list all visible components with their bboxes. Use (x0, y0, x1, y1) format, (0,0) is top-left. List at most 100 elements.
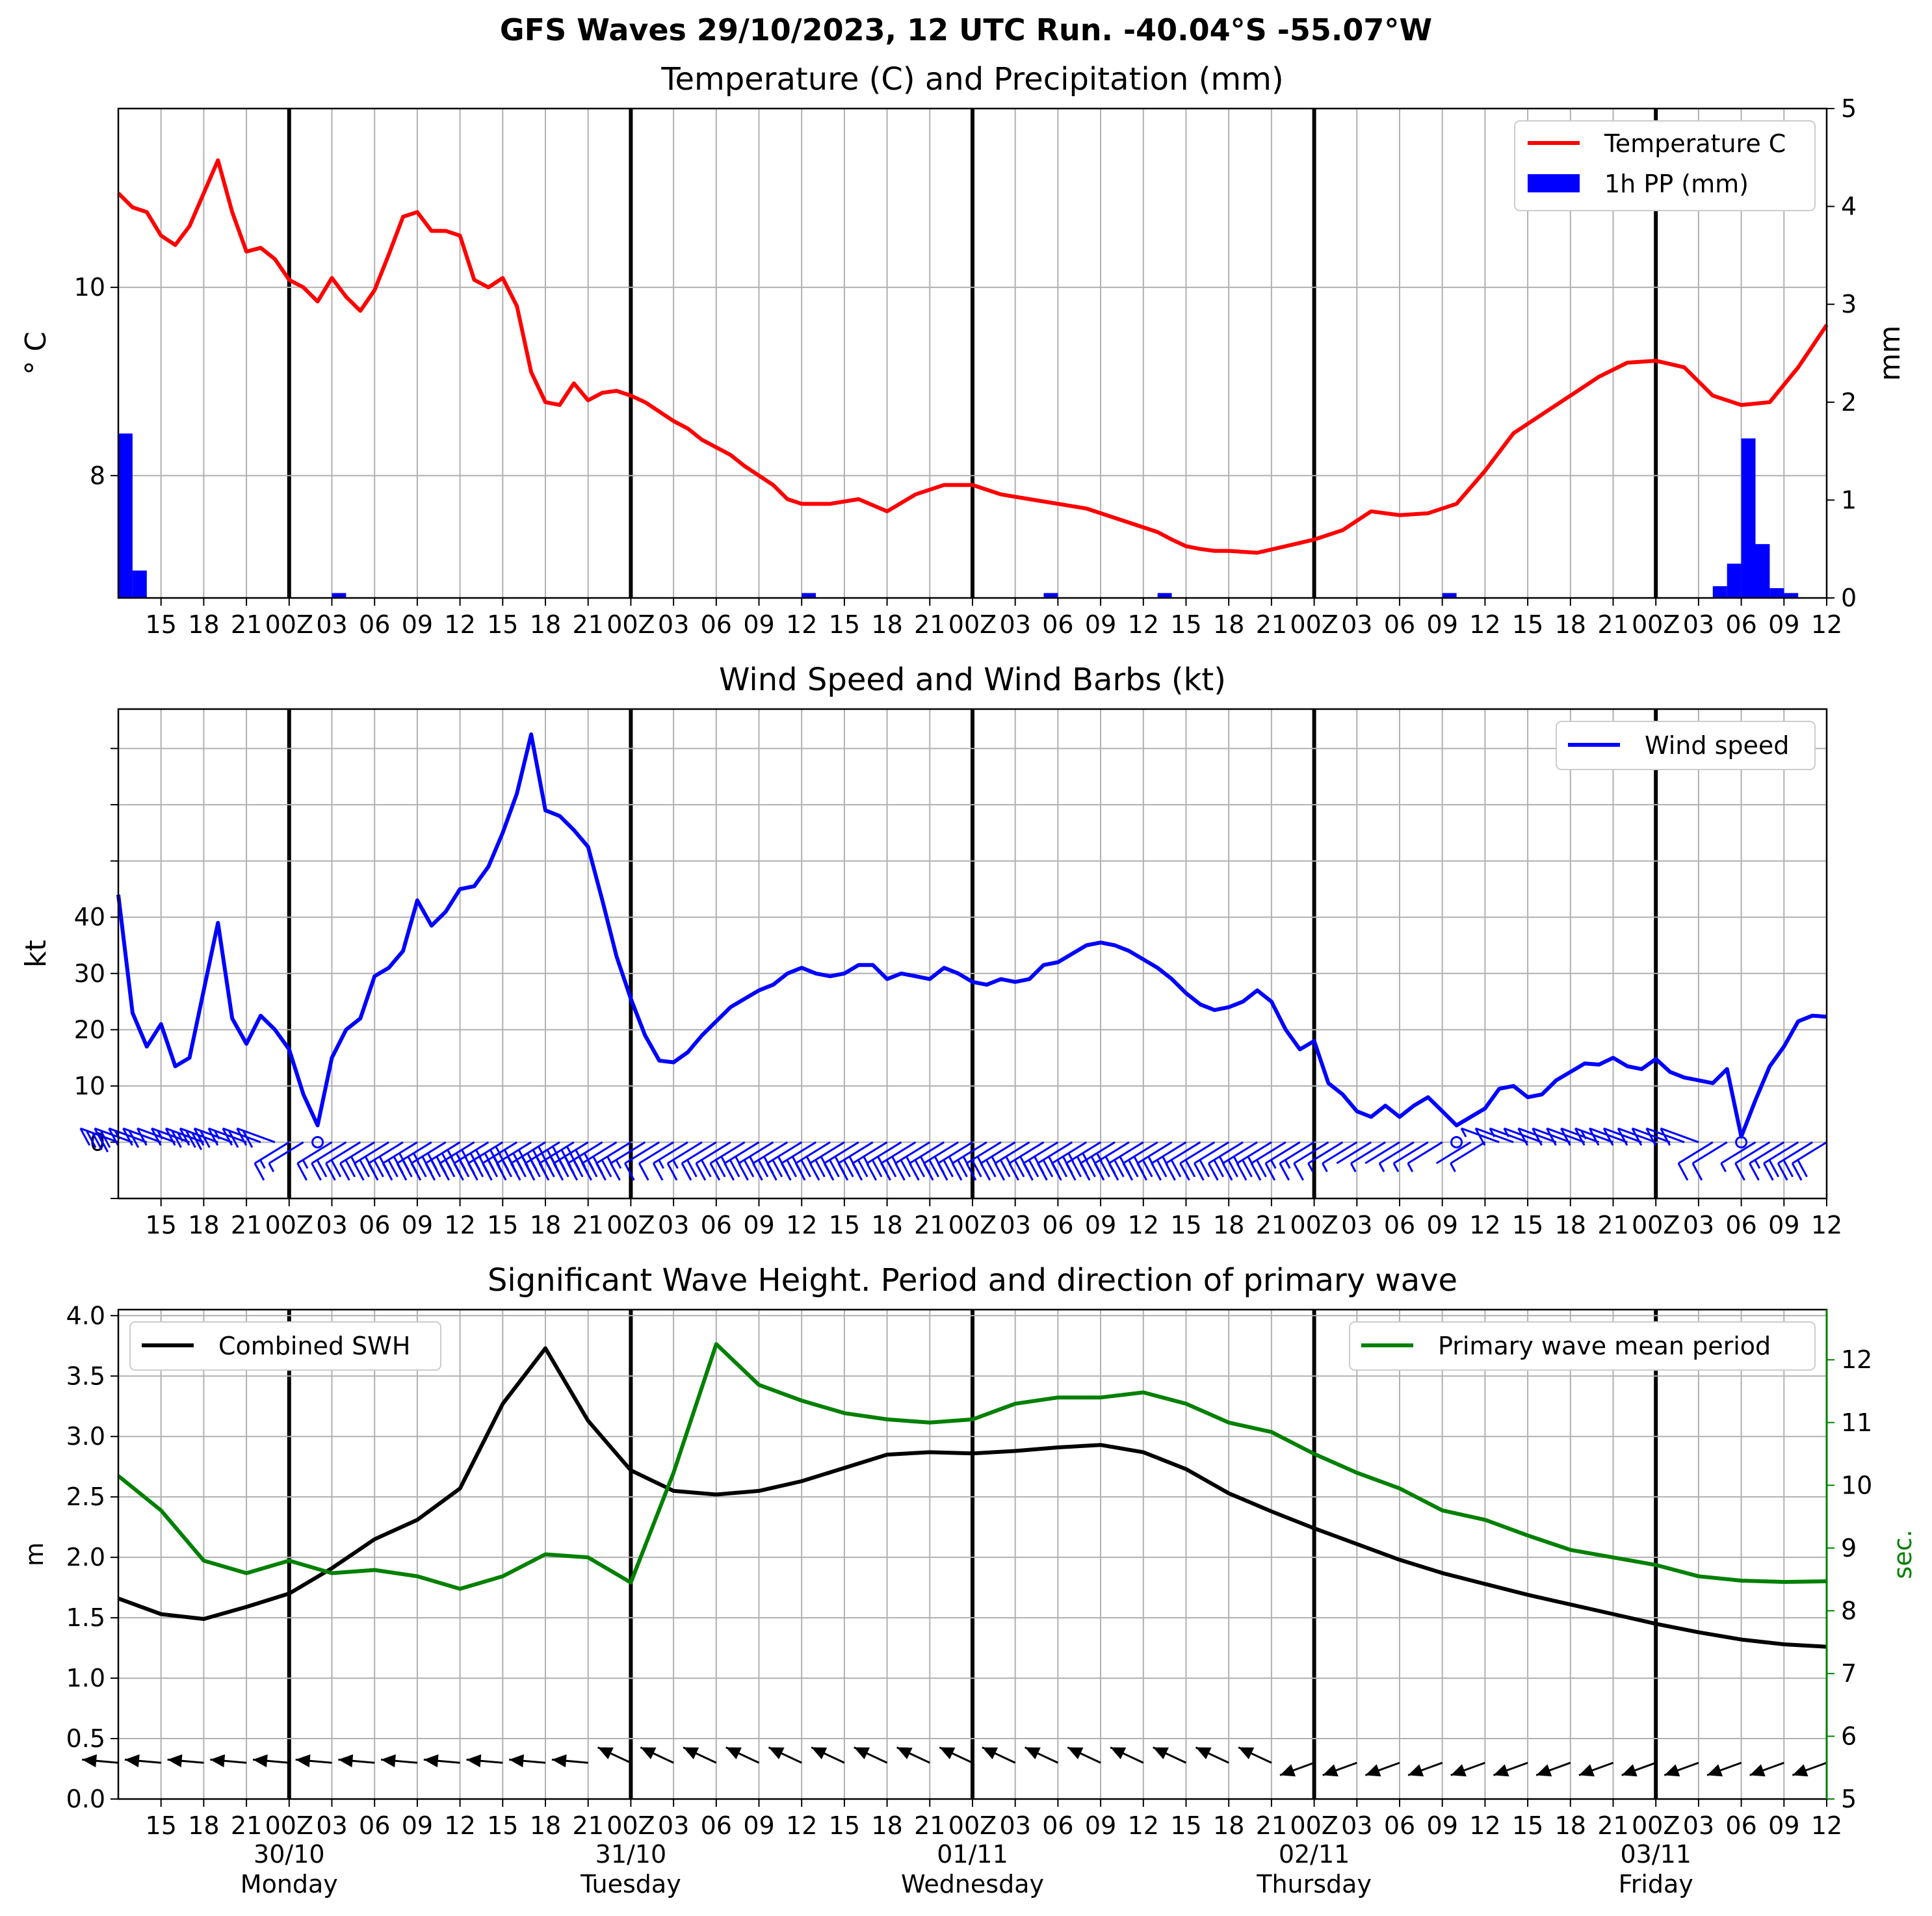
wind-barb-flag (538, 1163, 550, 1181)
wave-direction-arrow (82, 1754, 119, 1768)
wind-barb-shaft (752, 1141, 789, 1165)
wind-barb-flag (666, 1163, 678, 1181)
wave-direction-arrow (252, 1754, 289, 1768)
wind-barb-flag (444, 1159, 456, 1178)
wind-barb-shaft (1393, 1141, 1429, 1165)
wind-barb-half (1378, 1163, 1385, 1172)
wind-barb-flag (108, 1128, 119, 1146)
wind-barb-flag (772, 1159, 783, 1178)
x-tick-label: 12 (1811, 1211, 1842, 1239)
wind-barb-flag (415, 1159, 427, 1178)
wind-barb (595, 1141, 632, 1181)
wind-barb-flag (1602, 1128, 1614, 1146)
wave-direction-arrow (551, 1754, 588, 1768)
wave-arrow-head (1025, 1747, 1041, 1759)
wave-arrow-head (423, 1754, 439, 1768)
wind-barb (1378, 1141, 1415, 1172)
wind-barb (1691, 1141, 1728, 1181)
wave-direction-arrow (982, 1746, 1016, 1764)
wind-barb-half (1322, 1163, 1328, 1172)
wind-barb (1763, 1141, 1799, 1181)
x-tick-label: 00Z (948, 1811, 997, 1840)
wind-barb-shaft (1407, 1141, 1443, 1165)
x-tick-label: 18 (1555, 1811, 1586, 1840)
wind-barb (1350, 1141, 1386, 1172)
wind-barb (325, 1141, 361, 1181)
wind-barb (1307, 1141, 1344, 1172)
wind-barb-flag (1782, 1159, 1794, 1178)
wave-arrow-head (725, 1747, 742, 1759)
y-tick-label: 10 (74, 1072, 105, 1100)
wind-barb (254, 1141, 290, 1181)
y-tick-label-right: 4 (1841, 192, 1857, 221)
x-tick-label: 18 (530, 1811, 561, 1840)
wave-arrow-head (1706, 1764, 1723, 1777)
x-tick-label: 18 (188, 610, 219, 639)
y-tick-label-right: 10 (1841, 1471, 1872, 1499)
y-tick-label: 40 (74, 903, 105, 931)
wind-barb-flag (766, 1163, 777, 1181)
x-tick-label: 06 (1384, 610, 1415, 639)
wind-barb-flag (1532, 1128, 1543, 1146)
wind-barb-shaft (1336, 1141, 1372, 1165)
wind-barb-flag (171, 1130, 182, 1148)
wind-barb-flag (185, 1130, 196, 1148)
wind-barb-flag (794, 1163, 806, 1181)
x-tick-label: 06 (359, 1211, 390, 1239)
wind-barb-shaft (1194, 1141, 1229, 1165)
period-legend: Primary wave mean period (1349, 1321, 1816, 1371)
wave-direction-arrow (1238, 1746, 1272, 1764)
day-date-label: 03/11 (1620, 1840, 1691, 1869)
x-tick-label: 00Z (1632, 1211, 1680, 1239)
wind-barb-shaft (1435, 1141, 1472, 1165)
wind-barb-shaft (1165, 1141, 1201, 1165)
precip-bar (1157, 593, 1172, 598)
x-tick-label: 18 (188, 1811, 219, 1840)
wind-barb-shaft (1151, 1141, 1187, 1165)
y-tick-label-right: 5 (1841, 94, 1857, 123)
wind-barb-flag (1042, 1159, 1054, 1178)
wind-barb-flag (1142, 1159, 1153, 1178)
wind-barb-flag (339, 1163, 350, 1181)
wind-barb-flag (837, 1163, 849, 1181)
wind-barb-flag (738, 1163, 749, 1181)
wind-barb-shaft (667, 1141, 703, 1165)
temperature-panel-title: Temperature (C) and Precipitation (mm) (660, 61, 1283, 97)
wind-barb-shaft (1023, 1141, 1059, 1165)
wind-barb-flag (681, 1163, 692, 1181)
wind-barb-shaft (254, 1141, 290, 1165)
axes-frame (117, 708, 1828, 1200)
wave-direction-arrow (1067, 1746, 1101, 1764)
x-tick-label: 15 (1170, 1811, 1201, 1840)
wave-arrow-head (1365, 1764, 1381, 1777)
wind-barb (1336, 1141, 1372, 1165)
x-tick-label: 21 (914, 1211, 945, 1239)
x-tick-label: 06 (1725, 1211, 1756, 1239)
y-tick-label-right: 7 (1841, 1659, 1857, 1688)
x-tick-label: 06 (359, 610, 390, 639)
y-tick-label-left: 1.0 (66, 1664, 105, 1692)
x-tick-label: 15 (1170, 1211, 1201, 1239)
wind-barb-shaft (1123, 1141, 1158, 1165)
x-tick-label: 12 (444, 1811, 475, 1840)
y-tick-label-right: 0 (1841, 584, 1857, 612)
wind-barb-shaft (424, 1141, 461, 1165)
wind-panel: 15 18 21 00Z 03 06 09 12 15 18 21 00Z 03 06 09 12 15 18 21… (20, 708, 1842, 1239)
wind-barb-shaft (766, 1141, 802, 1165)
wave-direction-arrow (597, 1746, 632, 1764)
wind-barb (1392, 1141, 1429, 1172)
wind-barb-shaft (1208, 1141, 1244, 1165)
x-tick-label: 06 (1725, 1811, 1756, 1840)
wind-barb (610, 1141, 646, 1181)
wind-barb (1364, 1141, 1400, 1165)
wind-barb (809, 1141, 845, 1181)
wave-direction-arrow (1025, 1746, 1059, 1764)
wind-barb-shaft (1265, 1141, 1301, 1165)
temperature-panel: 15 18 21 00Z 03 06 09 12 15 18 21 00Z 03 06 09 12 15 18 21… (20, 94, 1907, 639)
wave-direction-arrow (1195, 1746, 1229, 1764)
wind-barb-flag (894, 1163, 906, 1181)
wind-barb (1749, 1141, 1785, 1181)
wind-barb-half (1270, 1159, 1277, 1169)
wind-barb-flag (524, 1163, 536, 1181)
wind-barb-shaft (709, 1141, 746, 1165)
